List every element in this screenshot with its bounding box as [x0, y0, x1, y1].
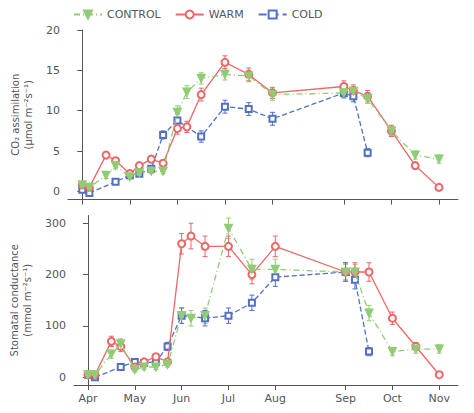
svg-text:10: 10 [46, 104, 60, 117]
svg-text:COLD: COLD [292, 8, 323, 21]
svg-text:Aug: Aug [265, 392, 286, 405]
svg-text:300: 300 [45, 217, 66, 230]
svg-text:CONTROL: CONTROL [107, 8, 162, 21]
svg-text:Stomatal conductance: Stomatal conductance [9, 244, 20, 356]
svg-text:200: 200 [45, 268, 66, 281]
svg-text:100: 100 [45, 319, 66, 332]
svg-text:May: May [123, 392, 146, 405]
svg-text:Apr: Apr [78, 392, 98, 405]
svg-text:0: 0 [59, 371, 66, 384]
svg-text:15: 15 [46, 64, 60, 77]
svg-text:CO₂ assimilation: CO₂ assimilation [10, 74, 21, 156]
svg-text:0: 0 [53, 185, 60, 198]
svg-text:Jun: Jun [172, 392, 190, 405]
svg-text:Oct: Oct [383, 392, 403, 405]
svg-text:5: 5 [53, 145, 60, 158]
svg-text:(mmol m⁻²s⁻¹): (mmol m⁻²s⁻¹) [22, 264, 33, 337]
svg-text:Jul: Jul [221, 392, 235, 405]
svg-text:Sep: Sep [335, 392, 356, 405]
svg-text:(µmol m⁻²s⁻¹): (µmol m⁻²s⁻¹) [23, 80, 34, 150]
svg-text:Nov: Nov [429, 392, 451, 405]
svg-text:20: 20 [46, 24, 60, 37]
svg-text:WARM: WARM [209, 8, 244, 21]
